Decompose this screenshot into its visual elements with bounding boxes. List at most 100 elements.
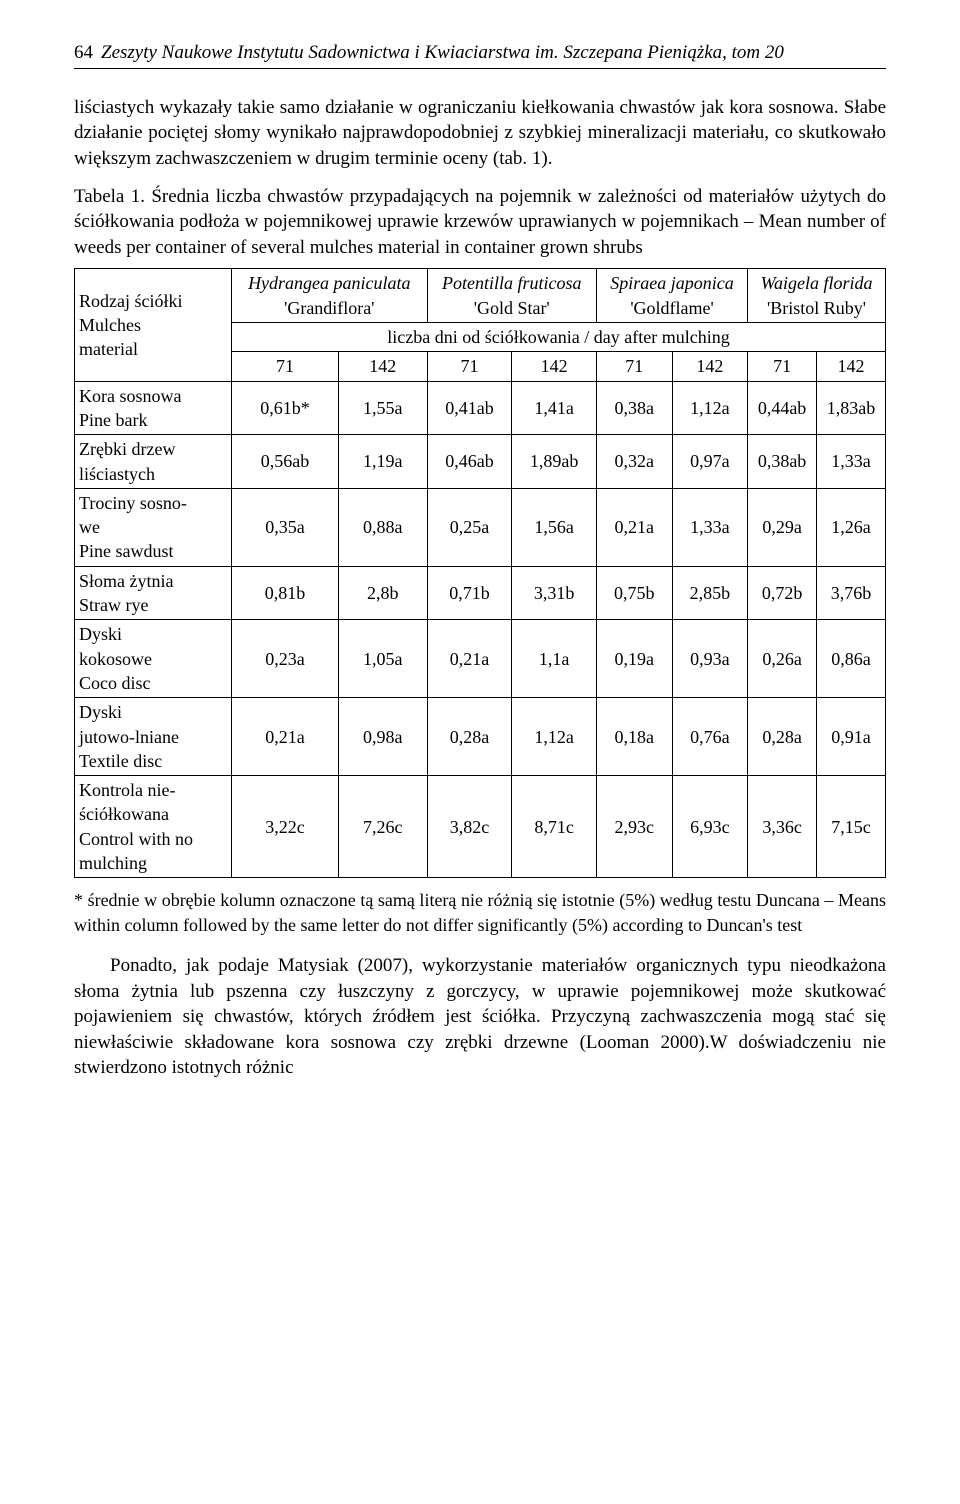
day-col: 142 <box>817 352 886 381</box>
species-header: Spiraea japonica 'Goldflame' <box>596 269 747 323</box>
table-cell: 0,93a <box>672 620 748 698</box>
table-cell: 3,76b <box>817 566 886 620</box>
table-caption: Tabela 1. Średnia liczba chwastów przypa… <box>74 184 886 261</box>
table-row: Trociny sosno-wePine sawdust0,35a0,88a0,… <box>75 488 886 566</box>
page-number: 64 <box>74 40 93 66</box>
table-cell: 0,28a <box>748 698 817 776</box>
day-col: 142 <box>672 352 748 381</box>
table-cell: 1,12a <box>512 698 597 776</box>
row-header-label: Rodzaj ściółkiMulchesmaterial <box>75 269 232 381</box>
table-cell: 1,19a <box>338 435 427 489</box>
table-cell: 0,26a <box>748 620 817 698</box>
mulch-label: DyskikokosoweCoco disc <box>75 620 232 698</box>
day-col: 142 <box>338 352 427 381</box>
table-cell: 0,21a <box>427 620 512 698</box>
table-cell: 1,1a <box>512 620 597 698</box>
species-latin: Potentilla fruticosa <box>442 273 582 293</box>
species-latin: Waigela florida <box>761 273 873 293</box>
table-cell: 6,93c <box>672 776 748 878</box>
species-cultivar: 'Bristol Ruby' <box>767 298 866 318</box>
table-cell: 3,36c <box>748 776 817 878</box>
table-cell: 1,33a <box>817 435 886 489</box>
table-cell: 7,15c <box>817 776 886 878</box>
table-cell: 0,18a <box>596 698 672 776</box>
table-cell: 0,86a <box>817 620 886 698</box>
table-cell: 0,81b <box>232 566 339 620</box>
table-cell: 0,21a <box>596 488 672 566</box>
table-row: Słoma żytniaStraw rye0,81b2,8b0,71b3,31b… <box>75 566 886 620</box>
table-cell: 0,28a <box>427 698 512 776</box>
mulch-label: Trociny sosno-wePine sawdust <box>75 488 232 566</box>
table-header-row-species: Rodzaj ściółkiMulchesmaterial Hydrangea … <box>75 269 886 323</box>
species-cultivar: 'Gold Star' <box>474 298 550 318</box>
table-cell: 0,44ab <box>748 381 817 435</box>
table-cell: 0,91a <box>817 698 886 776</box>
species-cultivar: 'Goldflame' <box>630 298 713 318</box>
table-cell: 0,41ab <box>427 381 512 435</box>
running-header: 64 Zeszyty Naukowe Instytutu Sadownictwa… <box>74 40 886 69</box>
day-col: 71 <box>748 352 817 381</box>
table-cell: 1,33a <box>672 488 748 566</box>
table-cell: 0,23a <box>232 620 339 698</box>
table-row: DyskikokosoweCoco disc0,23a1,05a0,21a1,1… <box>75 620 886 698</box>
table-cell: 1,05a <box>338 620 427 698</box>
table-cell: 0,19a <box>596 620 672 698</box>
table-footnote: * średnie w obrębie kolumn oznaczone tą … <box>74 888 886 937</box>
table-cell: 3,22c <box>232 776 339 878</box>
table-cell: 7,26c <box>338 776 427 878</box>
table-cell: 1,41a <box>512 381 597 435</box>
table-cell: 1,56a <box>512 488 597 566</box>
mulch-label: Zrębki drzewliściastych <box>75 435 232 489</box>
table-cell: 0,29a <box>748 488 817 566</box>
table-cell: 1,12a <box>672 381 748 435</box>
table-cell: 0,88a <box>338 488 427 566</box>
species-cultivar: 'Grandiflora' <box>284 298 374 318</box>
species-latin: Spiraea japonica <box>610 273 734 293</box>
mulch-label: Kontrola nie-ściółkowanaControl with nom… <box>75 776 232 878</box>
body-paragraph-1: liściastych wykazały takie samo działani… <box>74 95 886 172</box>
table-row: Zrębki drzewliściastych0,56ab1,19a0,46ab… <box>75 435 886 489</box>
table-cell: 1,26a <box>817 488 886 566</box>
table-cell: 0,71b <box>427 566 512 620</box>
mulch-label: Kora sosnowaPine bark <box>75 381 232 435</box>
days-subheader: liczba dni od ściółkowania / day after m… <box>232 323 886 352</box>
table-cell: 0,46ab <box>427 435 512 489</box>
table-cell: 0,76a <box>672 698 748 776</box>
table-cell: 2,85b <box>672 566 748 620</box>
table-cell: 0,25a <box>427 488 512 566</box>
table-cell: 2,93c <box>596 776 672 878</box>
table-cell: 0,38a <box>596 381 672 435</box>
table-cell: 0,72b <box>748 566 817 620</box>
table-cell: 0,97a <box>672 435 748 489</box>
mulch-label: Słoma żytniaStraw rye <box>75 566 232 620</box>
table-cell: 0,56ab <box>232 435 339 489</box>
table-cell: 0,32a <box>596 435 672 489</box>
journal-title: Zeszyty Naukowe Instytutu Sadownictwa i … <box>101 40 784 66</box>
table-cell: 0,61b* <box>232 381 339 435</box>
table-cell: 1,55a <box>338 381 427 435</box>
table-cell: 0,35a <box>232 488 339 566</box>
species-header: Hydrangea paniculata 'Grandiflora' <box>232 269 428 323</box>
weeds-table: Rodzaj ściółkiMulchesmaterial Hydrangea … <box>74 268 886 878</box>
table-row: Kontrola nie-ściółkowanaControl with nom… <box>75 776 886 878</box>
mulch-label: Dyskijutowo-lnianeTextile disc <box>75 698 232 776</box>
table-cell: 8,71c <box>512 776 597 878</box>
table-cell: 0,38ab <box>748 435 817 489</box>
day-col: 71 <box>427 352 512 381</box>
table-cell: 3,31b <box>512 566 597 620</box>
table-row: Dyskijutowo-lnianeTextile disc0,21a0,98a… <box>75 698 886 776</box>
day-col: 71 <box>596 352 672 381</box>
table-cell: 1,89ab <box>512 435 597 489</box>
species-header: Potentilla fruticosa 'Gold Star' <box>427 269 596 323</box>
species-header: Waigela florida 'Bristol Ruby' <box>748 269 886 323</box>
table-row: Kora sosnowaPine bark0,61b*1,55a0,41ab1,… <box>75 381 886 435</box>
day-col: 142 <box>512 352 597 381</box>
table-cell: 2,8b <box>338 566 427 620</box>
body-paragraph-2: Ponadto, jak podaje Matysiak (2007), wyk… <box>74 953 886 1081</box>
table-cell: 0,75b <box>596 566 672 620</box>
day-col: 71 <box>232 352 339 381</box>
table-cell: 3,82c <box>427 776 512 878</box>
table-cell: 1,83ab <box>817 381 886 435</box>
table-cell: 0,21a <box>232 698 339 776</box>
species-latin: Hydrangea paniculata <box>248 273 410 293</box>
